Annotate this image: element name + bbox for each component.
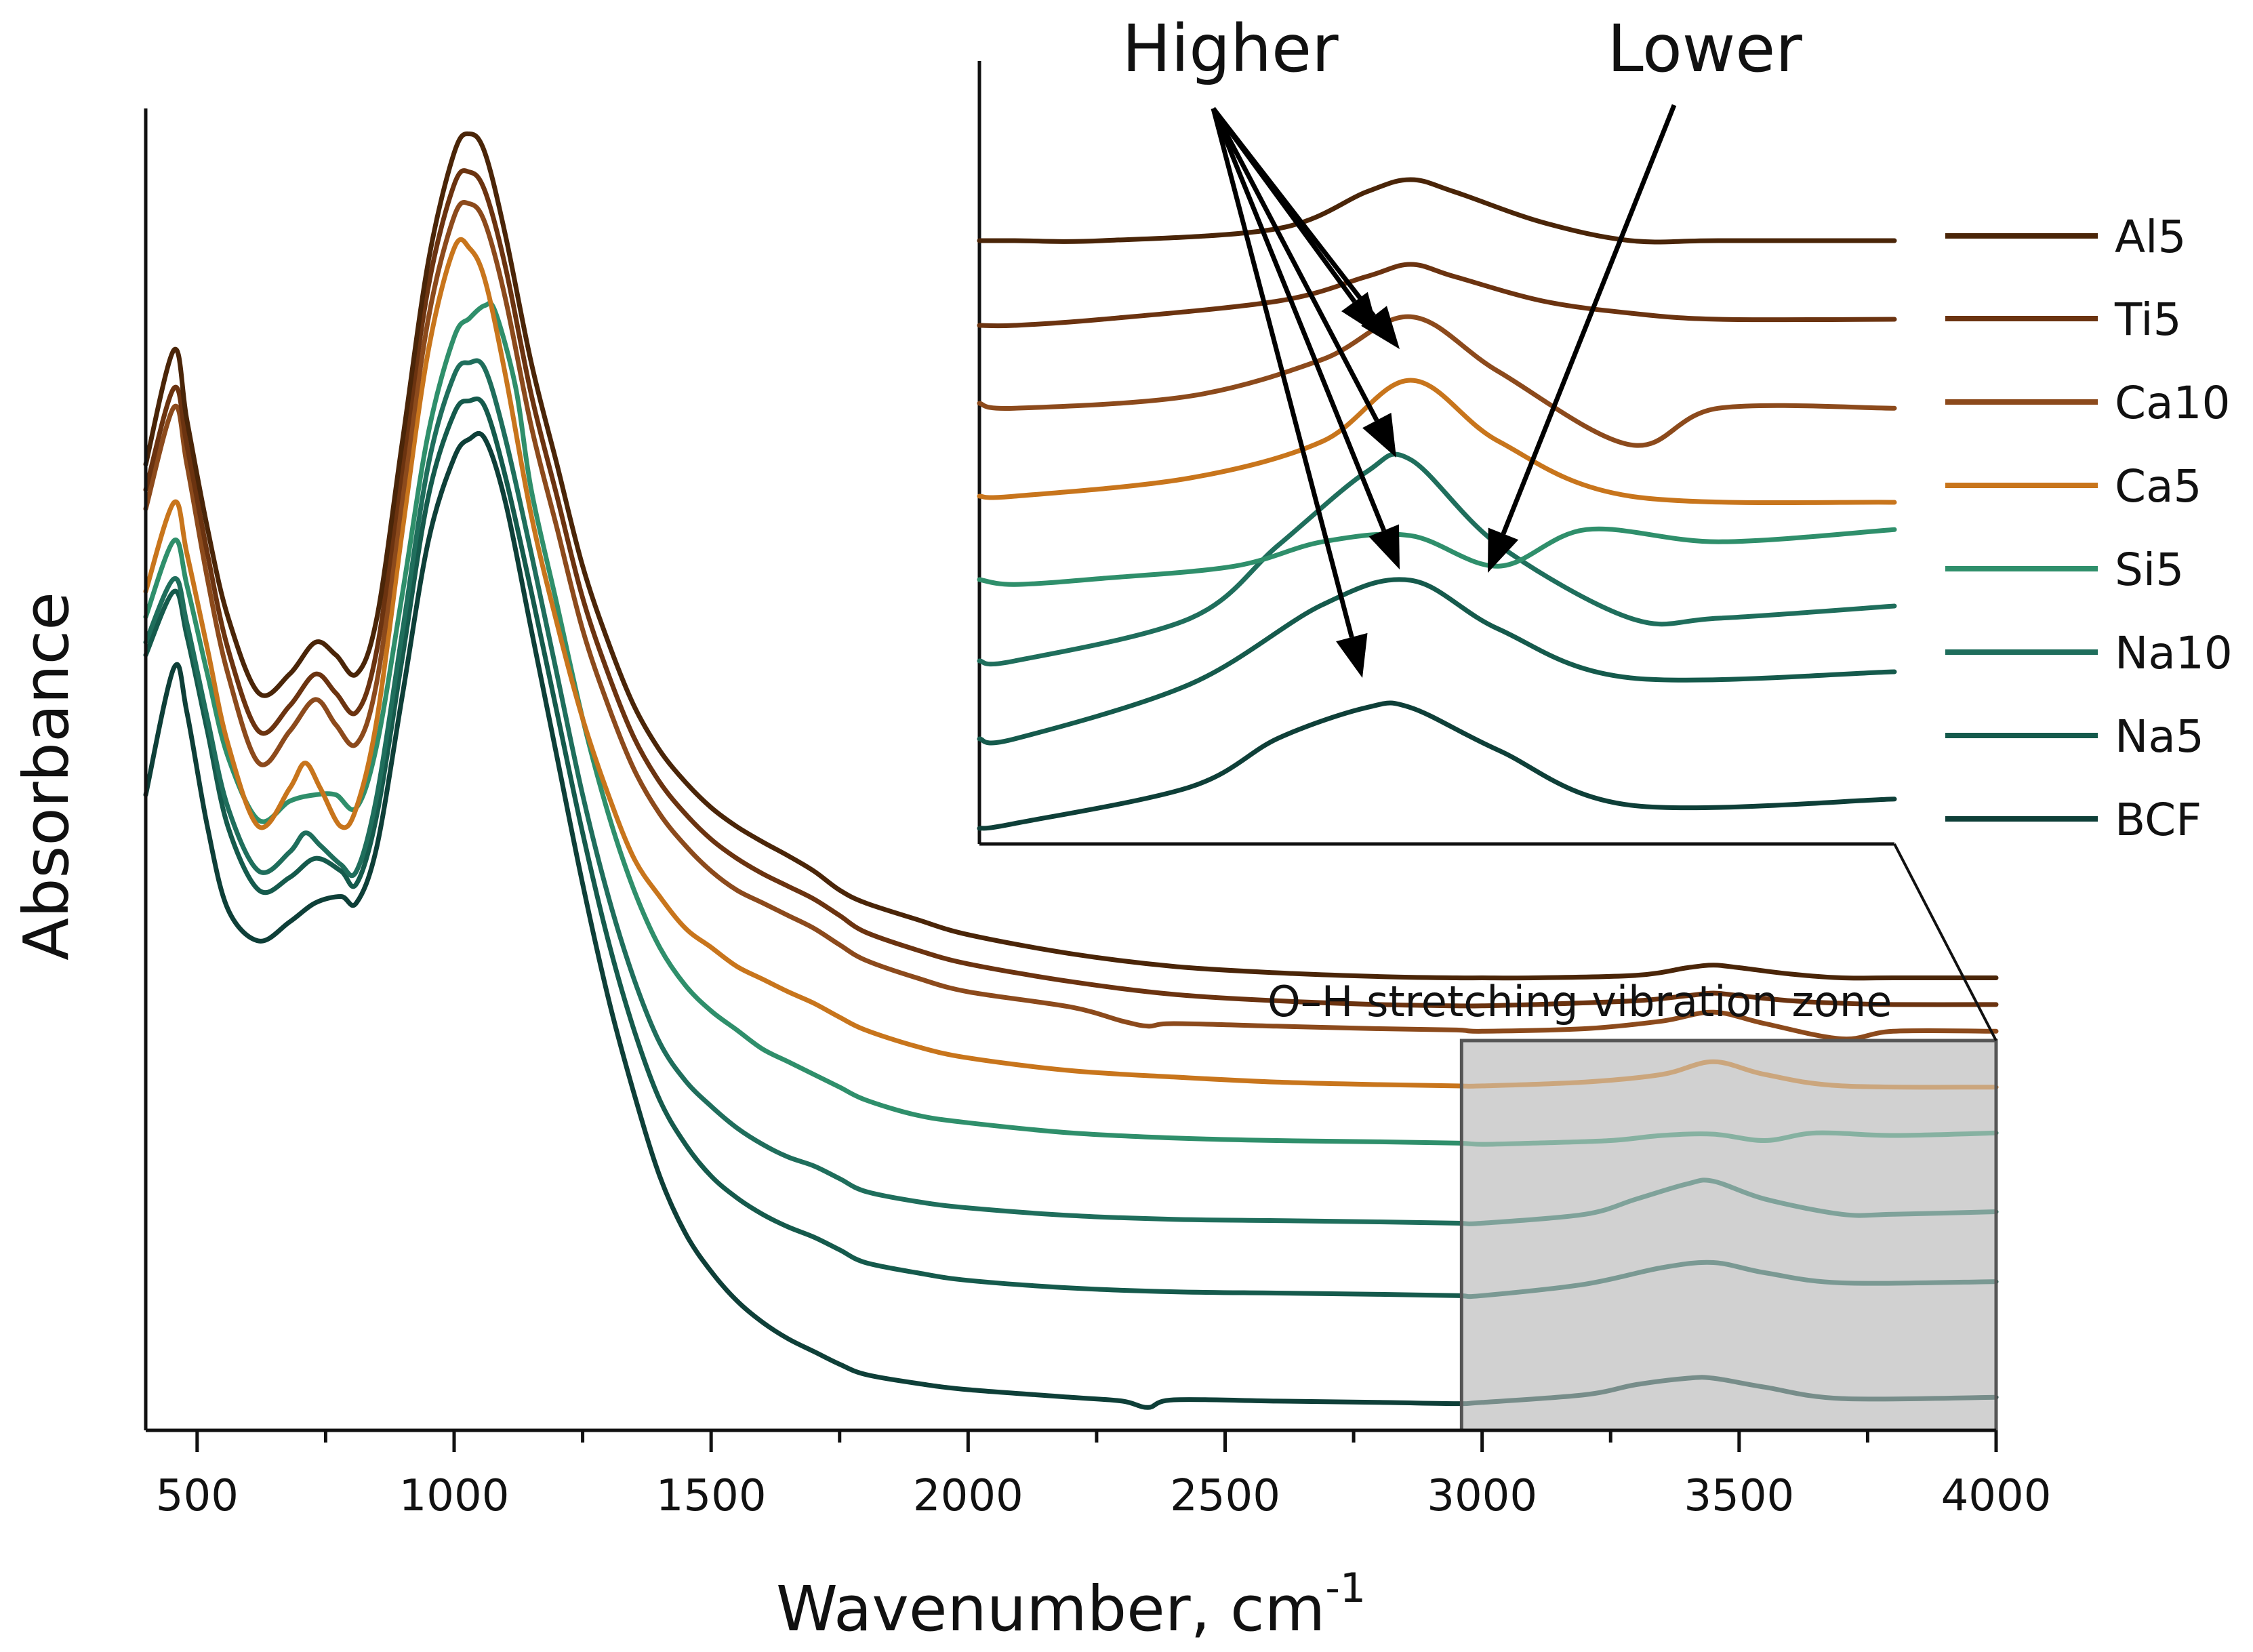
- legend-label-si5: Si5: [2115, 544, 2184, 596]
- annotation-higher: Higher: [1122, 11, 1339, 87]
- curve-ca10: [143, 200, 1999, 1042]
- y-axis-title: Absorbance: [10, 592, 83, 961]
- arrow-higher-na10-shaft: [1211, 107, 1387, 531]
- x-axis-ticks: 500 1000 1500 2000 2500 3000 3500 4000: [156, 1430, 2052, 1521]
- curve-ti5: [143, 168, 1999, 1009]
- arrow-higher-na5-shaft: [1211, 108, 1354, 638]
- arrow-higher-na5-head: [1336, 632, 1368, 678]
- arrow-higher-ca5-head: [1362, 412, 1396, 458]
- inset-arrows: [1211, 104, 1677, 678]
- legend-label-ti5: Ti5: [2114, 294, 2182, 346]
- arrow-lower-si5-head: [1488, 527, 1519, 573]
- curve-bcf: [143, 430, 1999, 1410]
- x-tick-label: 2500: [1170, 1471, 1280, 1521]
- curve-ca5: [143, 237, 1999, 1090]
- zone-connector-lines: [1893, 843, 1997, 1041]
- inset-axes: [977, 61, 1894, 846]
- x-tick-label: 1500: [656, 1471, 767, 1521]
- inset-curve-bcf: [977, 700, 1897, 831]
- x-tick-label: 1000: [399, 1471, 510, 1521]
- inset-curve-ti5: [977, 262, 1897, 329]
- arrow-higher-ca10-shaft: [1211, 106, 1376, 318]
- main-plot-curves: [143, 131, 1999, 1410]
- inset-curve-na5: [977, 577, 1897, 746]
- x-tick-label: 2000: [913, 1471, 1023, 1521]
- arrow-lower-si5-shaft: [1501, 104, 1677, 535]
- oh-zone-overlay: [1459, 1039, 1998, 1432]
- legend: Al5 Ti5 Ca10 Ca5 Si5 Na10 Na5 BCF: [1945, 211, 2233, 846]
- legend-label-ca5: Ca5: [2115, 460, 2202, 512]
- inset-curve-ca5: [977, 378, 1897, 506]
- inset-curve-ca10: [977, 314, 1897, 448]
- inset-curve-al5: [977, 177, 1897, 245]
- x-tick-label: 3000: [1427, 1471, 1537, 1521]
- x-tick-label: 500: [156, 1471, 239, 1521]
- x-tick-label: 3500: [1684, 1471, 1794, 1521]
- annotation-lower: Lower: [1607, 11, 1802, 87]
- curve-na5: [143, 396, 1999, 1300]
- x-axis-title: Wavenumber, cm-1: [776, 1565, 1366, 1645]
- arrow-higher-na10-head: [1368, 524, 1400, 569]
- legend-label-ca10: Ca10: [2115, 377, 2231, 429]
- zone-connector: [1893, 843, 1997, 1041]
- inset-curve-si5: [977, 526, 1897, 587]
- legend-label-na5: Na5: [2115, 710, 2204, 763]
- legend-label-bcf: BCF: [2115, 794, 2201, 846]
- legend-label-na10: Na10: [2115, 627, 2233, 679]
- x-axis-title-text: Wavenumber, cm: [776, 1573, 1325, 1645]
- curve-al5: [143, 131, 1999, 981]
- zone-label: O–H stretching vibration zone: [1267, 977, 1892, 1026]
- legend-label-al5: Al5: [2115, 211, 2186, 263]
- x-tick-label: 4000: [1941, 1471, 2052, 1521]
- arrow-higher-ca5-shaft: [1211, 107, 1379, 422]
- x-axis-title-superscript: -1: [1325, 1565, 1366, 1612]
- arrow-higher-ca10-head: [1361, 306, 1400, 349]
- inset-background: [981, 61, 1896, 842]
